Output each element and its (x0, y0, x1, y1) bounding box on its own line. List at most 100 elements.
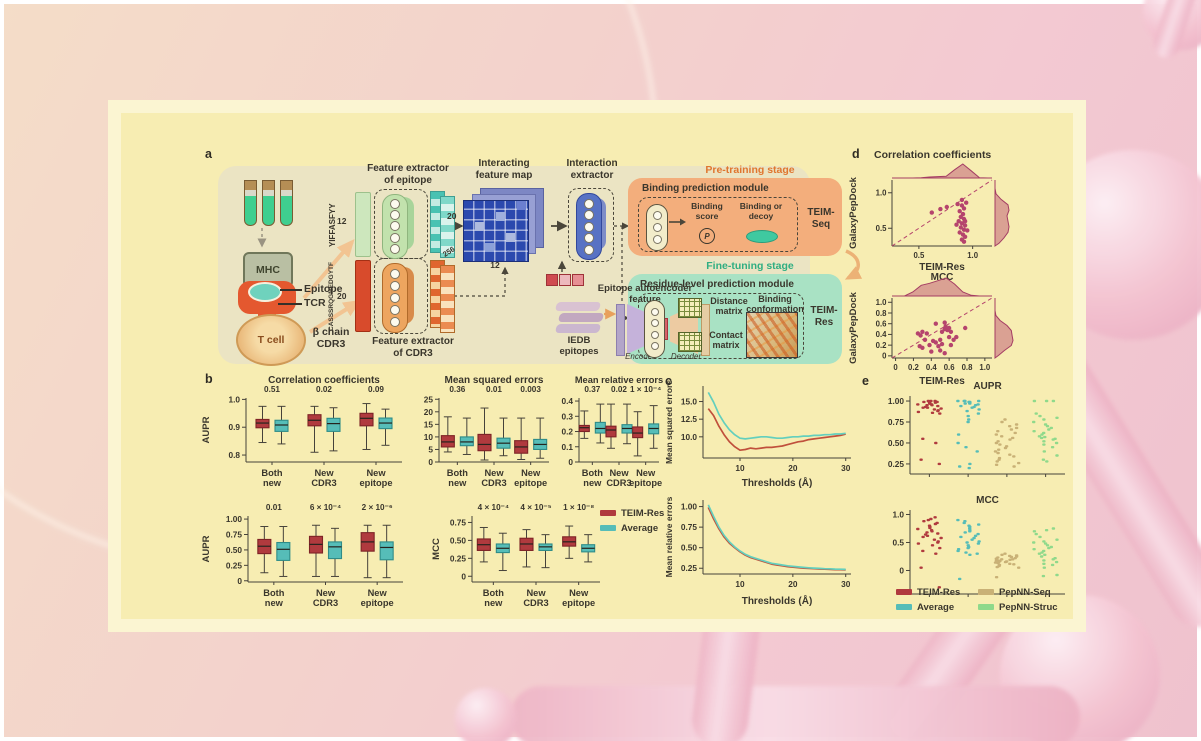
legend-item-pepnn-seq: PepNN-Seq (978, 585, 1078, 600)
svg-text:20: 20 (788, 579, 798, 589)
svg-text:0.75: 0.75 (681, 522, 698, 532)
panel-c-label: c (665, 374, 672, 388)
svg-text:0.8: 0.8 (876, 309, 888, 318)
svg-text:0.2: 0.2 (908, 363, 920, 372)
svg-text:4 × 10⁻⁵: 4 × 10⁻⁵ (520, 503, 551, 512)
svg-text:0.25: 0.25 (888, 459, 905, 469)
mlp-arrow (669, 218, 686, 226)
svg-text:25: 25 (424, 394, 434, 404)
svg-text:0.3: 0.3 (561, 411, 573, 421)
svg-text:0.50: 0.50 (226, 545, 243, 555)
chart-swarm-aupr: AUPR 1.00 0.75 0.50 0.25 (868, 378, 1073, 495)
svg-text:0.01: 0.01 (266, 503, 282, 512)
average-swatch-icon (600, 525, 616, 531)
svg-text:0.50: 0.50 (450, 535, 467, 545)
svg-text:0.25: 0.25 (450, 553, 467, 563)
epitope-pointer-line (280, 289, 302, 291)
svg-text:1.0: 1.0 (876, 189, 888, 198)
svg-text:AUPR: AUPR (201, 416, 212, 443)
chart-box-mse: Mean squared errors 25 20 15 10 5 0 0.36 Both new… (405, 372, 555, 503)
svg-text:15: 15 (424, 419, 434, 429)
svg-text:1.0: 1.0 (228, 394, 240, 404)
svg-text:Thresholds (Å): Thresholds (Å) (742, 476, 813, 489)
svg-text:30: 30 (841, 463, 851, 473)
svg-text:0.6: 0.6 (876, 320, 888, 329)
svg-text:New: New (521, 468, 541, 478)
svg-text:New: New (526, 588, 546, 598)
panel-e-label: e (862, 374, 869, 388)
svg-text:0.8: 0.8 (228, 450, 240, 460)
legend-item-teim-res: TEIM-Res (600, 506, 664, 521)
binding-conformation-label: Binding conformation (746, 294, 804, 315)
interaction-extractor-title: Interaction extractor (566, 158, 618, 181)
binding-prediction-module-title: Binding prediction module (642, 183, 769, 194)
cdr3-input-bar (355, 260, 371, 332)
distance-matrix-icon (678, 298, 702, 318)
svg-text:1.00: 1.00 (888, 396, 905, 406)
svg-text:New: New (609, 468, 629, 478)
svg-text:1.00: 1.00 (681, 502, 698, 512)
panel-b-label: b (205, 372, 213, 386)
svg-text:Both: Both (483, 588, 504, 598)
pepnn-seq-swatch-icon (978, 589, 994, 595)
svg-text:0: 0 (899, 565, 904, 575)
cdr3-cnn-dashed-box (374, 258, 428, 334)
test-tubes-icon (244, 180, 293, 226)
svg-text:New: New (314, 468, 334, 478)
svg-text:0.50: 0.50 (681, 543, 698, 553)
finetuning-stage-title: Fine-tuning stage (706, 260, 794, 272)
svg-text:0.2: 0.2 (561, 427, 573, 437)
svg-text:0.5: 0.5 (892, 537, 904, 547)
cdr3-sequence-label: CASSSRQGMEDGYTF (328, 262, 335, 332)
cdr3-cnn-icon (382, 263, 408, 333)
distance-matrix-label: Distance matrix (710, 296, 748, 317)
svg-text:0.75: 0.75 (888, 417, 905, 427)
svg-text:0: 0 (882, 352, 887, 361)
svg-text:0.4: 0.4 (876, 330, 888, 339)
svg-text:new: new (583, 478, 602, 488)
svg-text:10: 10 (424, 432, 434, 442)
svg-text:new: new (448, 478, 467, 488)
svg-text:GalaxyPepDock: GalaxyPepDock (848, 176, 859, 249)
legend-item-average: Average (600, 521, 664, 536)
svg-text:GalaxyPepDock: GalaxyPepDock (848, 291, 859, 364)
binding-conformation-image (746, 312, 798, 358)
svg-text:MCC: MCC (931, 272, 954, 283)
svg-text:MCC: MCC (431, 538, 442, 560)
chart-box-mre: Mean relative errors 0.4 0.3 0.2 0.1 0 0.37 Bot… (545, 372, 665, 503)
svg-text:0.50: 0.50 (888, 438, 905, 448)
tcr-label: TCR (304, 297, 326, 309)
svg-text:0: 0 (568, 457, 573, 467)
feature-map-rows-label: 20 (447, 211, 457, 221)
svg-text:epitope: epitope (629, 478, 662, 488)
svg-text:CDR3: CDR3 (311, 478, 336, 488)
svg-text:0.4: 0.4 (926, 363, 938, 372)
teim-seq-label: TEIM- Seq (807, 207, 835, 230)
cdr3-length-label: 20 (337, 291, 347, 301)
svg-text:AUPR: AUPR (973, 381, 1002, 392)
beta-chain-label: β chain CDR3 (312, 326, 350, 351)
contact-matrix-icon (678, 332, 702, 352)
cdr3-feature-column (440, 265, 455, 333)
svg-text:0.5: 0.5 (876, 224, 888, 233)
feature-extractor-epitope-title: Feature extractor of epitope (367, 163, 449, 186)
svg-text:20: 20 (424, 407, 434, 417)
svg-text:12.5: 12.5 (681, 414, 698, 424)
svg-text:Correlation coefficients: Correlation coefficients (268, 375, 380, 386)
legend-b: TEIM-Res Average (600, 506, 664, 536)
svg-text:20: 20 (788, 463, 798, 473)
chart-joint-mcc: MCC 0 0 0.2 0.2 0.4 0.4 0.6 0.6 0.8 0.8 1.0 1.0 TEIM-… (846, 270, 1018, 393)
svg-text:0: 0 (237, 576, 242, 586)
residue-level-module-title: Residue-level prediction module (640, 279, 794, 290)
legend-item-pepnn-struc: PepNN-Struc (978, 600, 1078, 615)
svg-text:0.9: 0.9 (228, 422, 240, 432)
legend-item-teim-res: TEIM-Res (896, 585, 978, 600)
tcr-pointer-line (278, 303, 302, 305)
svg-text:New: New (316, 588, 336, 598)
interaction-extractor-icon (576, 193, 602, 260)
flow-connectors (257, 220, 863, 340)
chart-box-mcc: MCC 0.75 0.50 0.25 0 4 × 10⁻⁴ Both new 4 × 10⁻⁵ N… (428, 490, 608, 623)
svg-text:10.0: 10.0 (681, 432, 698, 442)
svg-text:Both: Both (261, 468, 282, 478)
